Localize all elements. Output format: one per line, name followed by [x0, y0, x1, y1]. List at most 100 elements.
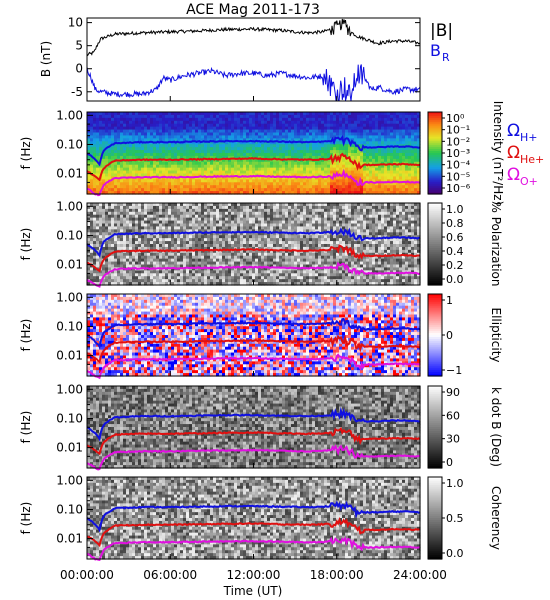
heatmap-cell [195, 112, 199, 116]
heatmap-cell [174, 179, 178, 183]
heatmap-cell [162, 129, 166, 134]
heatmap-cell [177, 147, 181, 151]
heatmap-cell [117, 129, 121, 134]
heatmap-cell [135, 170, 139, 175]
heatmap-cell [210, 132, 214, 137]
heatmap-cell [147, 150, 151, 154]
heatmap-cell [210, 135, 214, 139]
heatmap-cell [207, 188, 211, 192]
heatmap-cell [195, 185, 199, 189]
heatmap-cell [120, 123, 124, 128]
heatmap-cell [99, 144, 103, 148]
heatmap-cell [186, 135, 190, 139]
heatmap-cell [111, 164, 115, 169]
heatmap-cell [153, 112, 157, 116]
heatmap-cell [111, 138, 115, 142]
heatmap-cell [96, 129, 100, 134]
heatmap-cell [165, 147, 169, 151]
heatmap-cells [87, 112, 421, 195]
heatmap-cell [111, 155, 115, 160]
heatmap-cell [120, 170, 124, 175]
heatmap-cell [102, 117, 106, 122]
heatmap-cell [144, 132, 148, 137]
heatmap-cell [198, 161, 202, 166]
heatmap-cell [189, 153, 193, 157]
heatmap-cell [174, 185, 178, 189]
heatmap-cell [126, 188, 130, 192]
heatmap-cell [204, 144, 208, 148]
heatmap-cell [210, 112, 214, 116]
heatmap-cell [171, 185, 175, 189]
heatmap-cell [195, 161, 199, 166]
heatmap-cell [204, 132, 208, 137]
heatmap-cell [156, 176, 160, 180]
heatmap-cell [186, 155, 190, 160]
heatmap-cell [105, 138, 109, 142]
heatmap-cell [198, 129, 202, 134]
heatmap-cell [180, 161, 184, 166]
heatmap-cell [117, 185, 121, 189]
heatmap-cell [159, 132, 163, 137]
heatmap-cell [183, 147, 187, 151]
heatmap-cell [177, 170, 181, 175]
heatmap-cell [99, 161, 103, 166]
heatmap-cell [90, 112, 94, 116]
heatmap-cell [93, 129, 97, 134]
heatmap-cell [201, 126, 205, 131]
heatmap-cell [132, 161, 136, 166]
heatmap-cell [177, 135, 181, 139]
heatmap-cell [135, 164, 139, 169]
heatmap-cell [192, 170, 196, 175]
heatmap-cell [141, 188, 145, 192]
heatmap-cell [141, 185, 145, 189]
heatmap-cell [111, 191, 115, 195]
heatmap-cell [159, 167, 163, 172]
heatmap-cell [168, 120, 172, 125]
heatmap-cell [183, 167, 187, 172]
heatmap-cell [201, 179, 205, 183]
heatmap-cell [105, 123, 109, 128]
heatmap-cell [201, 132, 205, 137]
heatmap-cell [135, 188, 139, 192]
heatmap-cell [192, 144, 196, 148]
heatmap-cell [204, 123, 208, 128]
y-tick-label: 0.10 [56, 137, 83, 151]
heatmap-cell [198, 182, 202, 186]
heatmap-cell [138, 135, 142, 139]
heatmap-cell [204, 173, 208, 178]
heatmap-cell [105, 188, 109, 192]
heatmap-cell [150, 164, 154, 169]
heatmap-cell [105, 126, 109, 131]
heatmap-cell [144, 188, 148, 192]
heatmap-cell [150, 150, 154, 154]
heatmap-cell [153, 179, 157, 183]
heatmap-cell [114, 191, 118, 195]
heatmap-cell [135, 132, 139, 137]
heatmap-cell [183, 123, 187, 128]
heatmap-cell [135, 179, 139, 183]
heatmap-cell [210, 158, 214, 163]
heatmap-cell [135, 167, 139, 172]
heatmap-cell [189, 167, 193, 172]
heatmap-cell [189, 129, 193, 134]
heatmap-cell [156, 170, 160, 175]
heatmap-cell [117, 153, 121, 157]
heatmap-cell [186, 114, 190, 119]
heatmap-cell [144, 170, 148, 175]
heatmap-cell [195, 138, 199, 142]
heatmap-cell [153, 138, 157, 142]
heatmap-cell [129, 123, 133, 128]
heatmap-cell [180, 173, 184, 178]
heatmap-cell [138, 126, 142, 131]
heatmap-cell [144, 147, 148, 151]
heatmap-cell [162, 155, 166, 160]
heatmap-cell [159, 112, 163, 116]
heatmap-cell [141, 126, 145, 131]
heatmap-cell [141, 191, 145, 195]
heatmap-cell [168, 179, 172, 183]
heatmap-cell [177, 179, 181, 183]
heatmap-cell [189, 185, 193, 189]
heatmap-cell [144, 135, 148, 139]
heatmap-cell [144, 185, 148, 189]
heatmap-cell [162, 176, 166, 180]
